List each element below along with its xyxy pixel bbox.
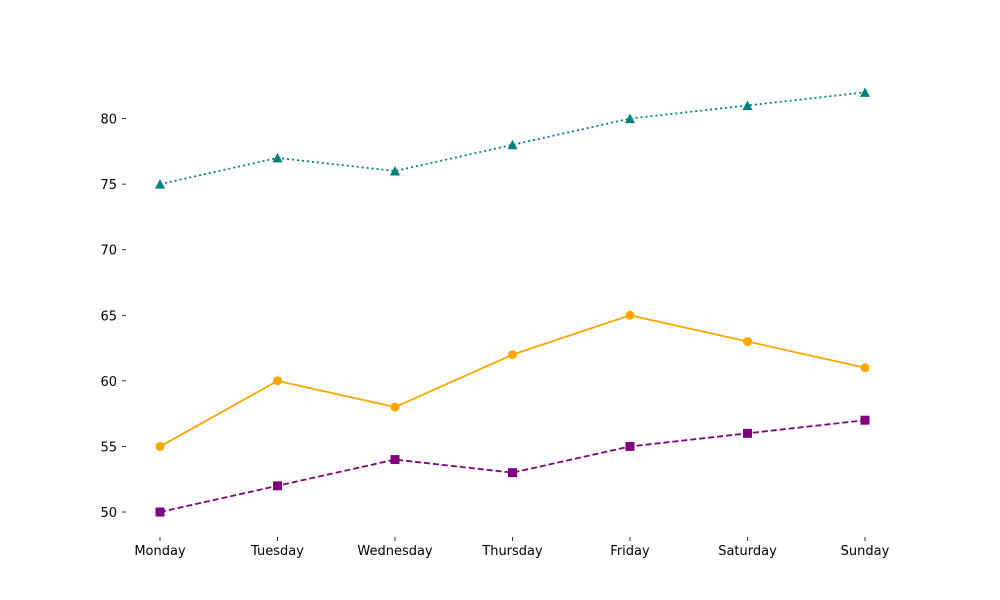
series-layer (155, 87, 870, 516)
x-tick-label: Thursday (481, 544, 543, 559)
data-point (273, 376, 282, 385)
data-point (743, 429, 752, 438)
x-axis: Monday Tuesday Wednesday Thursday Friday Satu… (134, 537, 889, 559)
series-line (160, 315, 865, 446)
data-point (156, 508, 165, 517)
y-tick-label: 75 (100, 178, 117, 193)
x-tick-label: Tuesday (250, 544, 304, 559)
series-line (160, 92, 865, 184)
data-point (273, 153, 283, 163)
y-axis: 50 55 60 65 70 75 80 (100, 113, 126, 521)
series-2 (155, 87, 870, 188)
data-point (391, 403, 400, 412)
series-line (160, 420, 865, 512)
data-point (391, 455, 400, 464)
y-tick-label: 50 (100, 506, 117, 521)
data-point (861, 363, 870, 372)
data-point (273, 481, 282, 490)
series-0 (156, 311, 870, 451)
data-point (508, 140, 518, 150)
data-point (743, 337, 752, 346)
series-1 (156, 416, 870, 517)
data-point (508, 468, 517, 477)
data-point (860, 87, 870, 97)
x-tick-label: Sunday (841, 544, 890, 559)
y-tick-label: 80 (100, 113, 117, 128)
data-point (626, 442, 635, 451)
x-tick-label: Monday (134, 544, 186, 559)
y-tick-label: 55 (100, 440, 117, 455)
data-point (625, 114, 635, 124)
x-tick-label: Saturday (718, 544, 777, 559)
data-point (155, 179, 165, 189)
data-point (861, 416, 870, 425)
data-point (626, 311, 635, 320)
x-tick-label: Friday (610, 544, 650, 559)
y-tick-label: 70 (100, 244, 117, 259)
data-point (508, 350, 517, 359)
x-tick-label: Wednesday (357, 544, 433, 559)
y-tick-label: 65 (100, 309, 117, 324)
data-point (156, 442, 165, 451)
y-tick-label: 60 (100, 375, 117, 390)
